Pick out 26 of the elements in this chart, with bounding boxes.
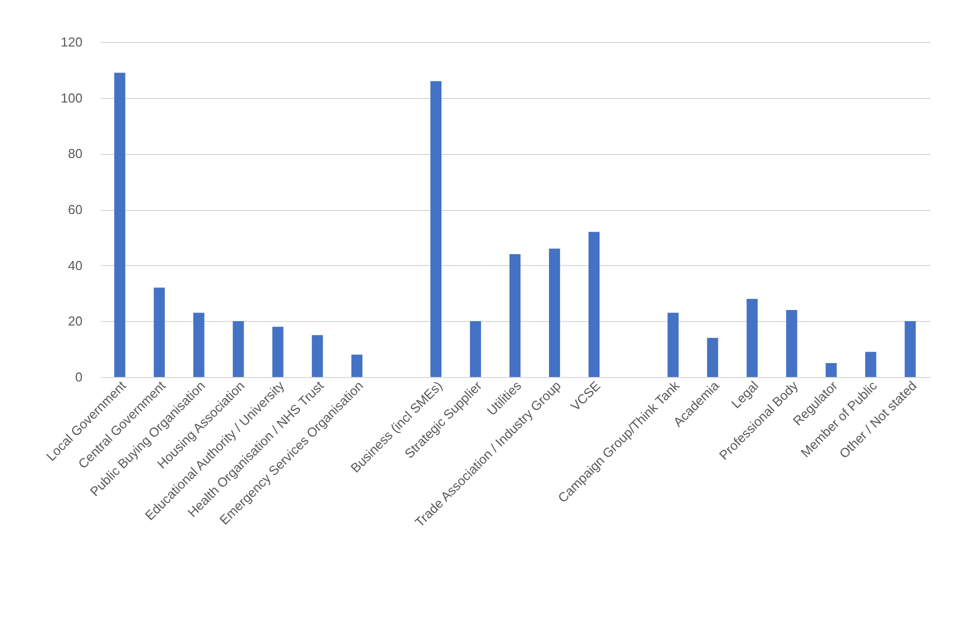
bar <box>114 72 126 377</box>
bar <box>430 81 442 377</box>
y-tick-label: 120 <box>60 34 82 50</box>
bar <box>193 312 204 377</box>
bar <box>509 254 521 377</box>
bar <box>746 298 758 377</box>
bar <box>668 312 679 377</box>
bar <box>865 352 876 377</box>
bar <box>588 232 600 377</box>
y-tick-label: 60 <box>68 202 82 217</box>
bar <box>826 363 837 377</box>
bar <box>707 338 718 377</box>
bar <box>232 321 244 377</box>
y-tick-label: 0 <box>75 370 82 384</box>
bar <box>470 321 482 377</box>
bar <box>548 248 560 377</box>
bar <box>272 326 284 377</box>
y-tick-label: 80 <box>68 146 82 162</box>
bar <box>904 321 916 377</box>
y-tick-label: 20 <box>68 314 82 329</box>
bar <box>154 288 165 377</box>
bar <box>312 335 323 377</box>
bar <box>786 310 798 377</box>
y-tick-label: 40 <box>68 258 82 273</box>
y-tick-label: 100 <box>60 90 82 106</box>
bar <box>351 354 362 377</box>
